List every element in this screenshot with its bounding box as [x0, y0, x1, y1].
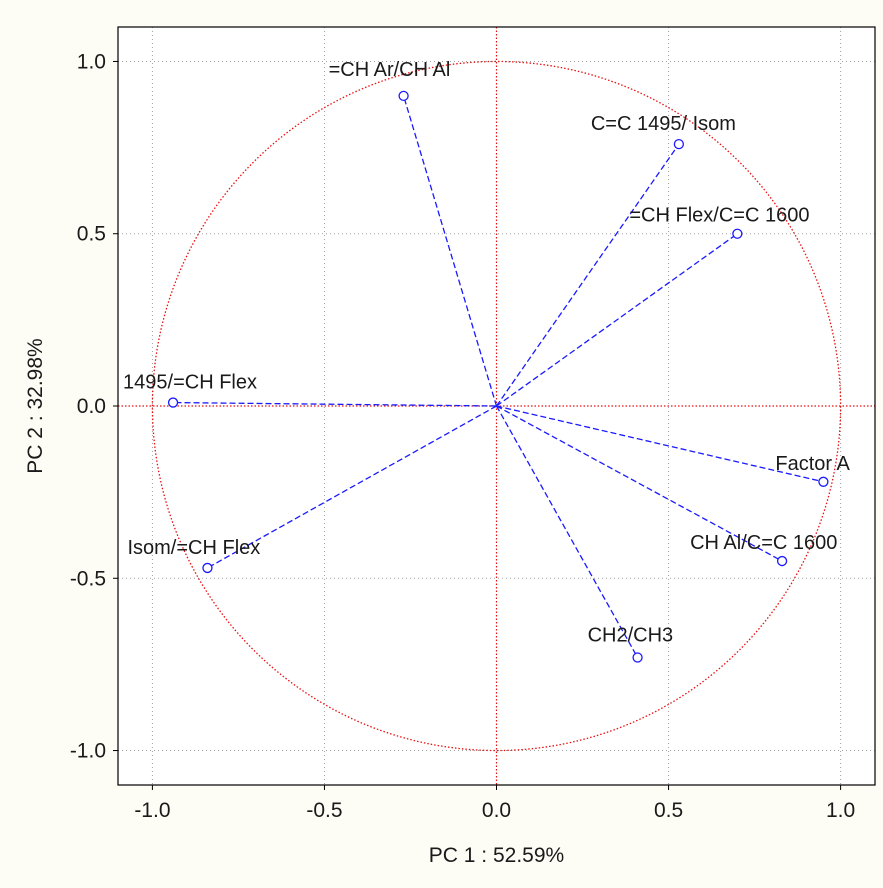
- tick-layer: -1.0 -0.5 0.0 0.5 1.0 -1.0 -0.5 0.0 0.5 1.0: [70, 50, 855, 822]
- x-axis-title: PC 1 : 52.59%: [429, 844, 564, 867]
- loading-vector: [495, 143, 680, 407]
- loading-point: [818, 476, 829, 487]
- point-label: =CH Ar/CH Al: [329, 59, 451, 81]
- x-tick-label: -1.0: [134, 799, 170, 822]
- y-tick-label: -1.0: [70, 740, 106, 763]
- loading-vector: [495, 405, 639, 658]
- loading-vector: [496, 233, 738, 407]
- loading-point: [167, 397, 179, 408]
- x-tick-label: 0.0: [482, 799, 511, 822]
- unit-circle: [151, 60, 842, 752]
- loading-vector: [496, 405, 824, 483]
- loading-point: [673, 138, 685, 150]
- x-tick-label: 0.5: [654, 799, 683, 822]
- loading-point: [398, 90, 409, 102]
- y-tick-label: 1.0: [77, 50, 106, 73]
- y-tick-label: -0.5: [70, 567, 106, 590]
- point-label: CH2/CH3: [588, 625, 674, 647]
- y-axis-title: PC 2 : 32.98%: [24, 338, 47, 473]
- loading-vector: [496, 405, 783, 562]
- x-tick-label: -0.5: [306, 799, 342, 822]
- point-label: C=C 1495/ Isom: [591, 113, 736, 135]
- point-label: Isom/=CH Flex: [127, 537, 260, 559]
- point-label: 1495/=CH Flex: [123, 372, 257, 394]
- point-label: =CH Flex/C=C 1600: [629, 205, 809, 227]
- x-tick-label: 1.0: [826, 799, 855, 822]
- point-label: Factor A: [775, 453, 850, 475]
- y-tick-label: 0.5: [77, 223, 106, 246]
- loading-point: [632, 652, 643, 663]
- y-tick-label: 0.0: [77, 395, 106, 418]
- loading-point: [202, 562, 213, 574]
- data-layer: [118, 27, 875, 785]
- loading-point: [732, 228, 743, 239]
- point-label: CH Al/C=C 1600: [690, 532, 837, 554]
- loading-vector: [207, 405, 497, 569]
- loading-point: [776, 555, 788, 567]
- point-labels: =CH Ar/CH Al C=C 1495/ Isom =CH Flex/C=C 1…: [123, 59, 850, 647]
